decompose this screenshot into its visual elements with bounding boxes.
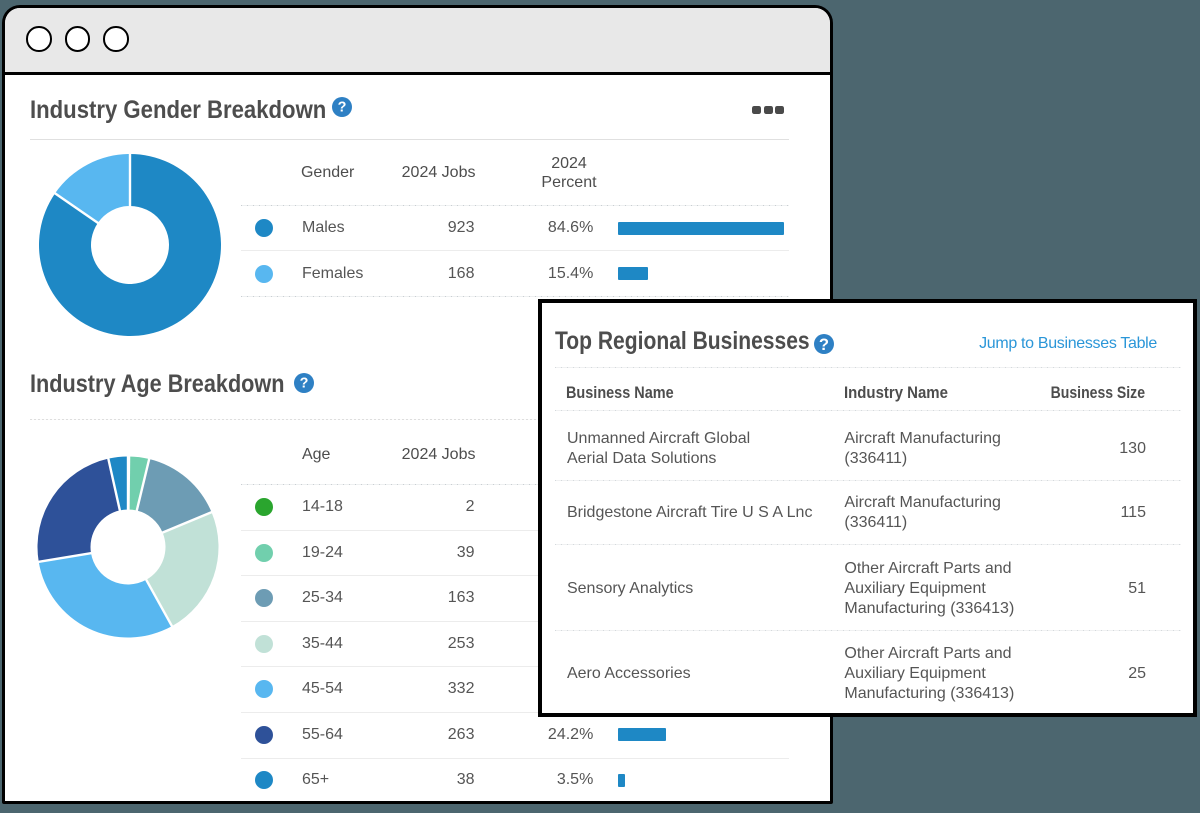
svg-text:?: ? — [338, 100, 347, 116]
svg-text:?: ? — [819, 335, 829, 354]
svg-text:?: ? — [300, 375, 309, 391]
